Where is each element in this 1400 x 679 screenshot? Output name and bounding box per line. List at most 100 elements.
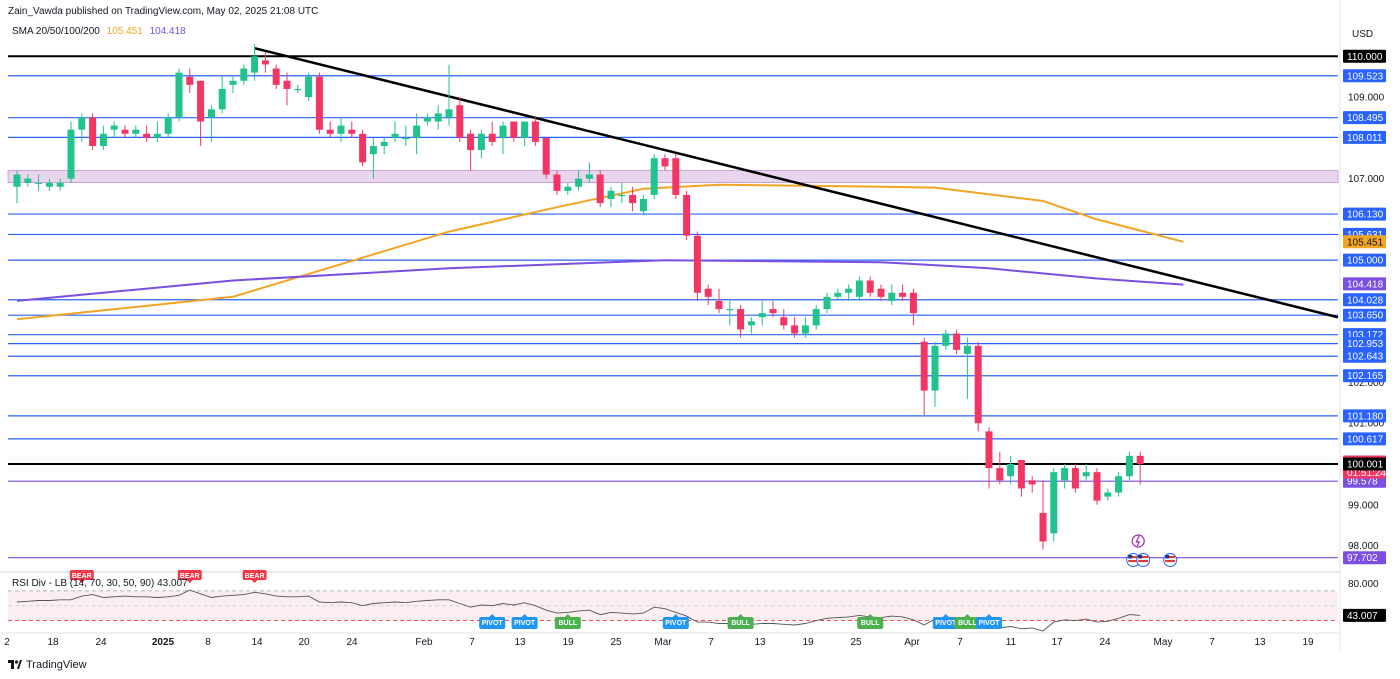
- candle: [283, 72, 291, 106]
- candle-body: [639, 199, 647, 212]
- candle-body: [369, 146, 377, 155]
- level-price-tag: 110.000: [1343, 49, 1386, 63]
- level-price-tag: 101.180: [1343, 409, 1386, 423]
- sma-price-tag-text: 105.451: [1347, 237, 1384, 248]
- candle: [672, 154, 680, 199]
- us-flag-icon: [1163, 553, 1178, 567]
- rsi-badge-pointer: [564, 614, 571, 617]
- candle-body: [477, 133, 485, 151]
- level-price-tag-text: 103.650: [1347, 311, 1384, 322]
- sma-price-tag: 105.451: [1343, 235, 1386, 249]
- rsi-badge-pointer: [521, 614, 528, 617]
- candle-body: [1093, 472, 1101, 501]
- rsi-badge-label: PIVOT: [935, 620, 957, 627]
- price-axis-tick: 101.000: [1348, 419, 1385, 430]
- candle: [348, 121, 356, 138]
- rsi-badge-pointer: [186, 580, 193, 583]
- candle: [1071, 464, 1079, 493]
- candle-body: [866, 280, 874, 293]
- sma-price-tag: 104.418: [1343, 277, 1386, 291]
- rsi-value-tag: 43.007: [1343, 608, 1386, 622]
- level-price-tag-text: 102.643: [1347, 352, 1384, 363]
- candle: [1050, 468, 1058, 542]
- time-axis-tick: 20: [298, 637, 310, 648]
- candle-body: [823, 296, 831, 310]
- rsi-badge-pointer: [867, 614, 874, 617]
- candle-body: [1007, 464, 1015, 477]
- level-price-tag-bg: [1343, 349, 1386, 363]
- candle: [791, 317, 799, 338]
- rsi-badge-bg: [976, 617, 1002, 629]
- candle-body: [1082, 472, 1090, 477]
- candle: [639, 194, 647, 216]
- rsi-badge-label: PIVOT: [665, 620, 687, 627]
- candle-body: [1136, 455, 1144, 464]
- rsi-badge-pointer: [251, 580, 258, 583]
- candle: [1125, 451, 1133, 481]
- time-axis-tick: 11: [1006, 637, 1017, 648]
- last-price-countdown: 01:51:24: [1347, 468, 1386, 479]
- candle-body: [391, 133, 399, 138]
- level-price-tag-text: 97.702: [1347, 553, 1378, 564]
- level-price-tag-text: 99.578: [1347, 477, 1378, 488]
- candle: [315, 72, 323, 134]
- candle-body: [1028, 480, 1036, 485]
- candle: [985, 427, 993, 489]
- candle-body: [402, 137, 410, 140]
- candle-body: [531, 121, 539, 142]
- candle: [963, 337, 971, 399]
- trendline-layer: [254, 46, 1339, 319]
- candle: [920, 337, 928, 416]
- candle: [78, 113, 86, 142]
- us-flag-stripe: [1165, 560, 1176, 562]
- rsi-badge-bear: BEAR: [242, 570, 267, 583]
- candle: [99, 125, 107, 151]
- candle: [1136, 451, 1144, 485]
- candle-body: [35, 182, 43, 184]
- level-price-tag-bg: [1343, 69, 1386, 83]
- sma-legend-label: SMA 20/50/100/200: [12, 26, 100, 37]
- candle-body: [445, 109, 453, 118]
- candle-body: [629, 194, 637, 204]
- level-price-tag-bg: [1343, 457, 1386, 471]
- candle-body: [413, 125, 421, 138]
- candle: [261, 52, 269, 73]
- candle-body: [1115, 476, 1123, 493]
- candle-body: [45, 182, 53, 187]
- rsi-badge-label: BEAR: [180, 573, 200, 580]
- level-price-tag: 103.650: [1343, 308, 1386, 322]
- candle: [877, 284, 885, 301]
- us-flag-stripe: [1128, 560, 1139, 562]
- candle: [402, 125, 410, 146]
- candle-body: [1104, 492, 1112, 497]
- candle: [693, 231, 701, 301]
- time-axis-tick: Feb: [415, 637, 433, 648]
- candle-body: [899, 292, 907, 297]
- rsi-legend-label: RSI Div - LB (14, 70, 30, 50, 90): [12, 578, 155, 589]
- rsi-badge-pivot: PIVOT: [662, 614, 689, 629]
- candle: [186, 68, 194, 93]
- level-price-tag-text: 103.172: [1347, 330, 1384, 341]
- candle: [67, 121, 75, 183]
- level-price-tag-bg: [1343, 207, 1386, 221]
- time-axis-tick: 7: [469, 637, 475, 648]
- rsi-badge-label: BULL: [731, 620, 750, 627]
- tradingview-brand[interactable]: TradingView: [8, 659, 87, 671]
- candle-body: [1061, 468, 1069, 481]
- level-price-tag: 102.953: [1343, 337, 1386, 351]
- rsi-badge-label: BULL: [861, 620, 880, 627]
- candle: [423, 113, 431, 126]
- candle: [434, 105, 442, 130]
- rsi-badge-pointer: [942, 614, 949, 617]
- candle: [164, 113, 172, 138]
- candle-body: [121, 129, 129, 134]
- rsi-badge-bg: [727, 617, 754, 629]
- level-price-tag: 108.011: [1343, 130, 1386, 144]
- candle: [369, 137, 377, 179]
- level-price-tag: 104.028: [1343, 293, 1386, 307]
- level-price-tag-bg: [1343, 369, 1386, 383]
- rsi-badge-bear: BEAR: [177, 570, 202, 583]
- rsi-badge-bull: BULL: [554, 614, 581, 629]
- candle: [650, 154, 658, 199]
